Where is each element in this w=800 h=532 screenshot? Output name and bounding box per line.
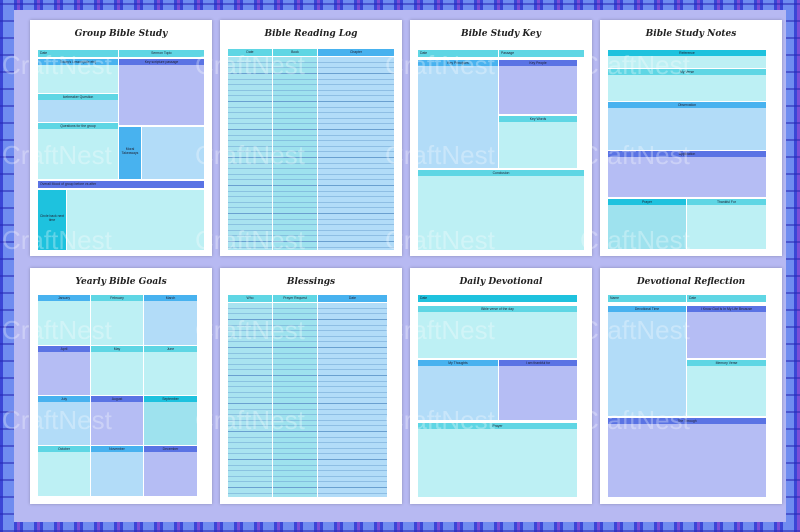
col-who: Who xyxy=(246,296,254,300)
questions-box: Questions for the group xyxy=(38,123,118,179)
moral-takeaways-box: Moral Takeaways xyxy=(119,127,141,179)
todays-lesson-box: Today's Lesson(title etc) xyxy=(38,59,118,93)
page-bible-study-notes: Bible Study Notes Reference My Verse Obs… xyxy=(600,20,782,256)
month-box: September xyxy=(144,396,197,445)
verse-of-day-box: Bible verse of the day xyxy=(418,306,577,358)
month-box: December xyxy=(144,446,197,496)
page-devotional-reflection: Devotional Reflection Name Date Devotion… xyxy=(600,268,782,504)
page-title: Daily Devotional xyxy=(459,277,543,287)
month-box: March xyxy=(144,295,197,345)
my-thoughts-box: My Thoughts xyxy=(418,360,498,420)
page-title: Bible Study Key xyxy=(460,29,542,39)
reference-box: Reference xyxy=(608,50,766,68)
page-title: Blessings xyxy=(286,277,336,287)
circle-back-box: Circle back next time xyxy=(38,190,66,250)
devotional-time-box: Devotional Time xyxy=(608,306,686,416)
page-daily-devotional: Daily Devotional Date Bible verse of the… xyxy=(410,268,592,504)
col-date: Date xyxy=(348,296,357,300)
page-yearly-bible-goals: Yearly Bible Goals January February Marc… xyxy=(30,268,212,504)
prayer-box: Prayer xyxy=(608,199,686,249)
log-column xyxy=(273,57,317,250)
sermon-topic-label: Sermon Topic xyxy=(151,51,172,55)
prayer-box: Prayer xyxy=(418,423,577,497)
page-title: Devotional Reflection xyxy=(636,277,746,287)
month-box: July xyxy=(38,396,90,445)
page-bible-reading-log: Bible Reading Log Date Book Chapter xyxy=(220,20,402,256)
log-column xyxy=(228,57,272,250)
blessing-column xyxy=(273,303,317,497)
page-group-bible-study: Group Bible Study Date Sermon Topic Toda… xyxy=(30,20,212,256)
page-title: Group Bible Study xyxy=(74,29,168,39)
month-box: April xyxy=(38,346,90,395)
month-box: October xyxy=(38,446,90,496)
col-date: Date xyxy=(246,50,254,54)
key-scripture-box: Key scripture passage xyxy=(119,59,204,125)
date-label: Date xyxy=(40,51,48,55)
month-box: June xyxy=(144,346,197,395)
application-box: Application xyxy=(608,151,766,197)
page-title: Bible Reading Log xyxy=(264,29,358,39)
my-verse-box: My Verse xyxy=(608,69,766,101)
month-box: January xyxy=(38,295,90,345)
overall-mood-label: Overall Mood of group before vs after xyxy=(40,182,97,186)
thankful-box: I am thankful for xyxy=(499,360,577,420)
page-blessings: Blessings Who Prayer Request Date xyxy=(220,268,402,504)
thoughts-box: The Through xyxy=(608,418,766,497)
page-bible-study-key: Bible Study Key Date Passage Key Princip… xyxy=(410,20,592,256)
month-box: February xyxy=(91,295,143,345)
memory-verse-box: Memory Verse xyxy=(687,360,766,416)
thankful-box: Thankful For xyxy=(687,199,766,249)
month-box: August xyxy=(91,396,143,445)
observation-box: Observation xyxy=(608,102,766,150)
page-title: Yearly Bible Goals xyxy=(75,277,167,287)
page-title: Bible Study Notes xyxy=(645,29,737,39)
icebreaker-box: Icebreaker Question xyxy=(38,94,118,122)
col-chapter: Chapter xyxy=(349,50,363,54)
key-words-box: Key Words xyxy=(499,116,577,168)
god-in-life-box: I Know God Is In My Life Because xyxy=(687,306,766,358)
month-box: May xyxy=(91,346,143,395)
key-people-box: Key People xyxy=(499,60,577,114)
conclusion-box: Conclusion xyxy=(418,170,584,250)
col-book: Book xyxy=(291,50,299,54)
col-prayer-request: Prayer Request xyxy=(283,296,307,300)
blessing-column xyxy=(228,303,272,497)
key-principles-box: Key Principles xyxy=(418,60,498,168)
month-box: November xyxy=(91,446,143,496)
log-column xyxy=(318,57,394,250)
blessing-column xyxy=(318,303,387,497)
